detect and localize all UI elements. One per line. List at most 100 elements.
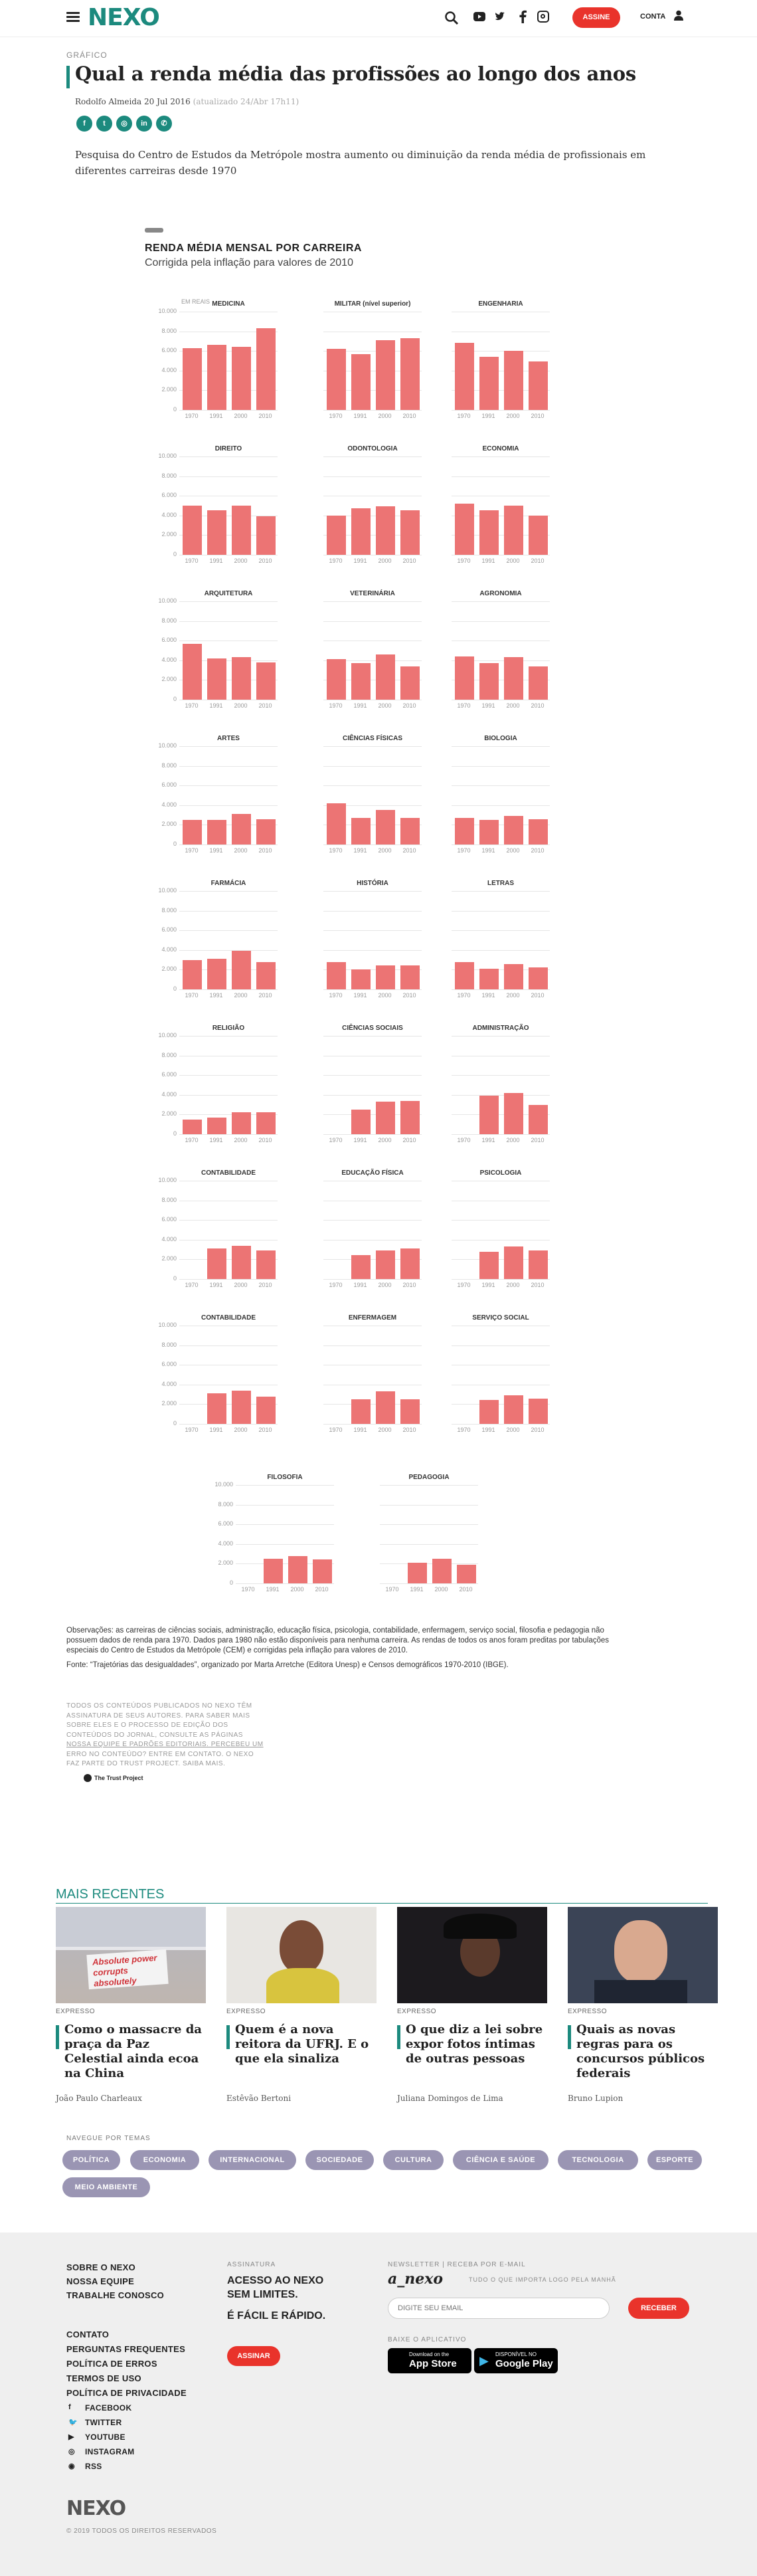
bar[interactable]: [400, 1100, 420, 1134]
newsletter-email-input[interactable]: [388, 2298, 610, 2319]
bar[interactable]: [503, 963, 523, 989]
bar[interactable]: [432, 1559, 452, 1583]
bar[interactable]: [479, 1251, 499, 1279]
bar[interactable]: [528, 1250, 548, 1279]
footer-link[interactable]: POLÍTICA DE ERROS: [66, 2359, 157, 2369]
footer-link[interactable]: POLÍTICA DE PRIVACIDADE: [66, 2388, 187, 2398]
bar[interactable]: [528, 666, 548, 700]
bar[interactable]: [400, 338, 420, 410]
topic-tag[interactable]: CIÊNCIA E SAÚDE: [453, 2150, 548, 2170]
bar[interactable]: [351, 508, 371, 555]
bar[interactable]: [528, 1104, 548, 1134]
bar[interactable]: [207, 510, 226, 555]
bar[interactable]: [375, 1391, 395, 1424]
recent-author[interactable]: Bruno Lupion: [568, 2094, 624, 2103]
share-twitter-icon[interactable]: t: [96, 116, 112, 132]
bar[interactable]: [263, 1559, 283, 1583]
footer-link[interactable]: SOBRE O NEXO: [66, 2262, 136, 2272]
site-logo[interactable]: NEXO: [88, 4, 160, 31]
user-icon[interactable]: [674, 10, 683, 21]
account-link[interactable]: CONTA: [640, 13, 666, 21]
bar[interactable]: [454, 656, 474, 700]
bar[interactable]: [528, 1398, 548, 1424]
bar[interactable]: [528, 515, 548, 555]
topic-tag[interactable]: INTERNACIONAL: [209, 2150, 296, 2170]
social-link[interactable]: INSTAGRAM: [85, 2447, 135, 2456]
subscribe-footer-button[interactable]: ASSINAR: [227, 2346, 280, 2366]
bar[interactable]: [256, 516, 276, 555]
bar[interactable]: [256, 961, 276, 989]
bar[interactable]: [456, 1564, 476, 1583]
bar[interactable]: [326, 659, 346, 700]
bar[interactable]: [503, 506, 523, 555]
bar[interactable]: [231, 1245, 251, 1279]
bar[interactable]: [182, 506, 202, 555]
bar[interactable]: [326, 349, 346, 410]
bar[interactable]: [454, 504, 474, 555]
bar[interactable]: [231, 1390, 251, 1424]
bar[interactable]: [351, 353, 371, 410]
recent-title[interactable]: Como o massacre da praça da Paz Celestia…: [64, 2023, 202, 2080]
bar[interactable]: [503, 816, 523, 844]
social-link[interactable]: FACEBOOK: [85, 2403, 132, 2413]
app-store-button[interactable]: Download on the App Store: [388, 2348, 471, 2373]
recent-title[interactable]: Quais as novas regras para os concursos …: [576, 2023, 705, 2080]
bar[interactable]: [351, 663, 371, 700]
bar[interactable]: [503, 1395, 523, 1424]
bar[interactable]: [288, 1555, 307, 1583]
facebook-icon[interactable]: [518, 10, 527, 24]
bar[interactable]: [207, 820, 226, 844]
bar[interactable]: [400, 818, 420, 844]
bar[interactable]: [400, 1248, 420, 1279]
bar[interactable]: [351, 969, 371, 989]
menu-icon[interactable]: [66, 10, 80, 24]
bar[interactable]: [182, 959, 202, 989]
recent-image-4[interactable]: [568, 1907, 718, 2003]
topic-tag[interactable]: ECONOMIA: [130, 2150, 199, 2170]
bar[interactable]: [207, 345, 226, 410]
trust-project-logo[interactable]: The Trust Project: [94, 1775, 143, 1781]
bar[interactable]: [375, 965, 395, 989]
recent-image-1[interactable]: Absolute power corrupts absolutely: [56, 1907, 206, 2003]
bar[interactable]: [479, 1400, 499, 1424]
bar[interactable]: [454, 818, 474, 844]
bar[interactable]: [256, 1112, 276, 1134]
bar[interactable]: [256, 819, 276, 844]
topic-tag[interactable]: SOCIEDADE: [305, 2150, 374, 2170]
bar[interactable]: [351, 818, 371, 844]
author[interactable]: Rodolfo Almeida: [75, 97, 142, 106]
bar[interactable]: [503, 657, 523, 700]
footer-link[interactable]: NOSSA EQUIPE: [66, 2276, 135, 2286]
bar[interactable]: [479, 820, 499, 844]
google-play-button[interactable]: ▶ DISPONÍVEL NO Google Play: [474, 2348, 558, 2373]
bar[interactable]: [182, 1119, 202, 1134]
bar[interactable]: [231, 657, 251, 700]
bar[interactable]: [351, 1110, 371, 1134]
bar[interactable]: [400, 965, 420, 989]
bar[interactable]: [407, 1562, 427, 1583]
social-link[interactable]: TWITTER: [85, 2418, 122, 2427]
bar[interactable]: [375, 1250, 395, 1279]
bar[interactable]: [400, 666, 420, 700]
bar[interactable]: [479, 357, 499, 410]
bar[interactable]: [351, 1255, 371, 1279]
footer-link[interactable]: CONTATO: [66, 2329, 110, 2339]
recent-image-3[interactable]: [397, 1907, 547, 2003]
bar[interactable]: [256, 1250, 276, 1279]
bar[interactable]: [479, 510, 499, 555]
bar[interactable]: [400, 510, 420, 555]
bar[interactable]: [182, 347, 202, 410]
subscribe-button[interactable]: ASSINE: [572, 7, 620, 28]
bar[interactable]: [454, 343, 474, 410]
topic-tag[interactable]: ESPORTE: [647, 2150, 702, 2170]
footer-link[interactable]: TRABALHE CONOSCO: [66, 2290, 165, 2300]
share-linkedin-icon[interactable]: in: [136, 116, 152, 132]
bar[interactable]: [479, 663, 499, 700]
bar[interactable]: [207, 1117, 226, 1134]
bar[interactable]: [207, 1393, 226, 1424]
recent-author[interactable]: Estêvão Bertoni: [226, 2094, 292, 2103]
bar[interactable]: [375, 810, 395, 844]
bar[interactable]: [326, 515, 346, 555]
bar[interactable]: [503, 351, 523, 410]
bar[interactable]: [503, 1092, 523, 1134]
